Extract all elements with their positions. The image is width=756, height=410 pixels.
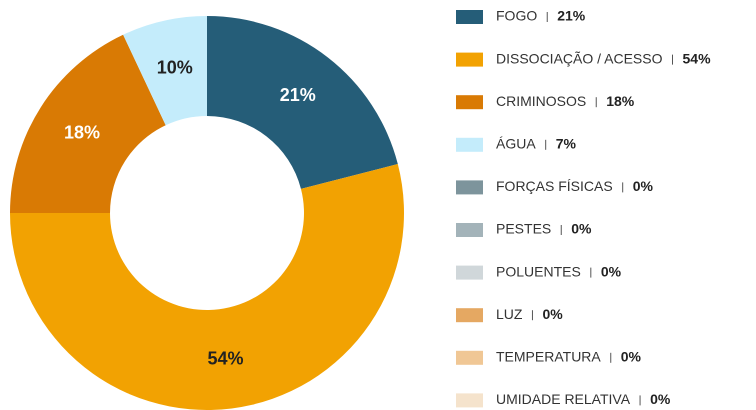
legend-label: CRIMINOSOS — [496, 93, 586, 109]
donut-slice — [10, 34, 166, 213]
legend-label: UMIDADE RELATIVA — [496, 391, 631, 407]
donut-slice — [123, 15, 207, 126]
legend-swatch — [456, 350, 483, 365]
donut-slice — [207, 16, 398, 189]
legend-swatch — [456, 10, 483, 24]
legend-swatch — [456, 137, 483, 152]
legend-swatch — [456, 265, 483, 280]
legend-label: ÁGUA — [496, 136, 536, 152]
legend-value: 21% — [557, 8, 586, 24]
legend-swatch — [456, 223, 483, 237]
legend-label: POLUENTES — [496, 263, 581, 279]
legend-label: PESTES — [496, 221, 551, 237]
legend-value: 54% — [683, 50, 712, 66]
slice-label: 18% — [64, 122, 100, 142]
slice-label: 10% — [157, 57, 193, 77]
legend-value: 0% — [650, 391, 671, 407]
legend-label: TEMPERATURA — [496, 349, 601, 365]
legend-swatch — [456, 95, 483, 110]
legend-swatch — [456, 308, 483, 323]
legend-value: 0% — [621, 349, 642, 365]
slice-label: 54% — [208, 349, 244, 369]
legend-value: 18% — [606, 93, 635, 109]
slice-label: 21% — [280, 85, 316, 105]
legend-label: FOGO — [496, 8, 537, 24]
legend-value: 7% — [556, 136, 577, 152]
legend-value: 0% — [601, 263, 622, 279]
legend-label: LUZ — [496, 306, 523, 322]
legend-value: 0% — [571, 221, 592, 237]
legend-swatch — [456, 52, 483, 67]
donut-slice — [10, 164, 404, 410]
legend-label: FORÇAS FÍSICAS — [496, 178, 613, 194]
legend-swatch — [456, 180, 483, 195]
legend-value: 0% — [542, 306, 563, 322]
legend-swatch — [456, 393, 483, 408]
legend-value: 0% — [633, 178, 654, 194]
legend-label: DISSOCIAÇÃO / ACESSO — [496, 50, 663, 66]
